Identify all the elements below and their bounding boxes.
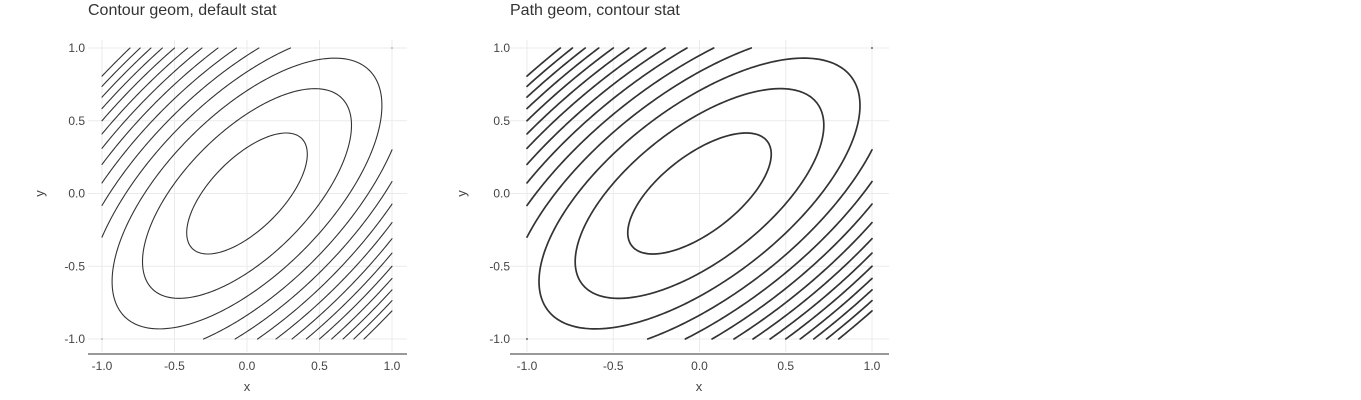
contour-line	[526, 47, 873, 340]
x-tick-label: 0.5	[777, 359, 794, 373]
contour-line	[101, 47, 393, 340]
chart-title: Contour geom, default stat	[88, 2, 277, 19]
contour-line	[186, 132, 308, 255]
y-axis-label: y	[32, 190, 47, 197]
y-tick-label: -1.0	[64, 332, 85, 346]
y-tick-label: 0.5	[493, 114, 510, 128]
y-tick-labels: -1.0 -0.5 0.0 0.5 1.0	[489, 41, 510, 346]
contour-line	[526, 47, 873, 340]
x-tick-label: 0.5	[311, 359, 328, 373]
contour-line	[526, 47, 873, 340]
y-tick-label: -0.5	[489, 259, 510, 273]
contour-line	[574, 87, 825, 300]
x-axis-label: x	[244, 379, 251, 394]
y-tick-label: -1.0	[489, 332, 510, 346]
contour-line	[111, 57, 383, 330]
x-tick-label: -1.0	[517, 359, 538, 373]
contour-lines	[101, 47, 393, 340]
contour-line	[101, 47, 393, 340]
contour-line	[101, 47, 393, 340]
contour-line	[101, 47, 393, 340]
x-tick-label: 1.0	[384, 359, 401, 373]
grid	[510, 40, 889, 352]
x-tick-label: 1.0	[864, 359, 881, 373]
contour-line	[526, 47, 873, 340]
contour-line	[101, 47, 393, 340]
y-tick-label: -0.5	[64, 259, 85, 273]
y-tick-label: 1.0	[493, 41, 510, 55]
contour-line	[101, 47, 393, 340]
contour-line	[101, 47, 393, 340]
contour-line	[626, 132, 773, 255]
x-tick-labels: -1.0 -0.5 0.0 0.5 1.0	[517, 359, 881, 373]
contour-line	[526, 47, 873, 340]
x-tick-label: 0.0	[239, 359, 256, 373]
y-tick-labels: -1.0 -0.5 0.0 0.5 1.0	[64, 41, 85, 346]
x-tick-label: -0.5	[164, 359, 185, 373]
contour-line	[526, 47, 873, 340]
contour-line	[538, 57, 861, 330]
contour-line	[101, 47, 393, 340]
contour-line	[101, 47, 393, 340]
contour-line	[526, 47, 873, 340]
y-tick-label: 0.0	[68, 187, 85, 201]
panel-path-geom: Path geom, contour stat -1.0 -0.5 0.0 0.5 1.…	[454, 2, 889, 394]
contour-line	[101, 47, 393, 340]
contour-line	[526, 47, 873, 340]
panel-contour-geom: Contour geom, default stat -1.0 -0.5 0.0 0.…	[32, 2, 407, 394]
x-tick-label: -1.0	[92, 359, 113, 373]
contour-line	[526, 47, 873, 340]
y-axis-label: y	[454, 190, 469, 197]
contour-lines	[526, 47, 873, 340]
grid	[88, 40, 407, 352]
y-tick-label: 0.0	[493, 187, 510, 201]
contour-line	[526, 47, 873, 340]
x-tick-labels: -1.0 -0.5 0.0 0.5 1.0	[92, 359, 401, 373]
contour-line	[141, 88, 353, 299]
y-tick-label: 1.0	[68, 41, 85, 55]
x-tick-label: -0.5	[603, 359, 624, 373]
y-tick-label: 0.5	[68, 114, 85, 128]
contour-line	[101, 47, 393, 340]
x-tick-label: 0.0	[691, 359, 708, 373]
chart-title: Path geom, contour stat	[510, 2, 680, 19]
contour-line	[526, 47, 873, 340]
x-axis-label: x	[696, 379, 703, 394]
